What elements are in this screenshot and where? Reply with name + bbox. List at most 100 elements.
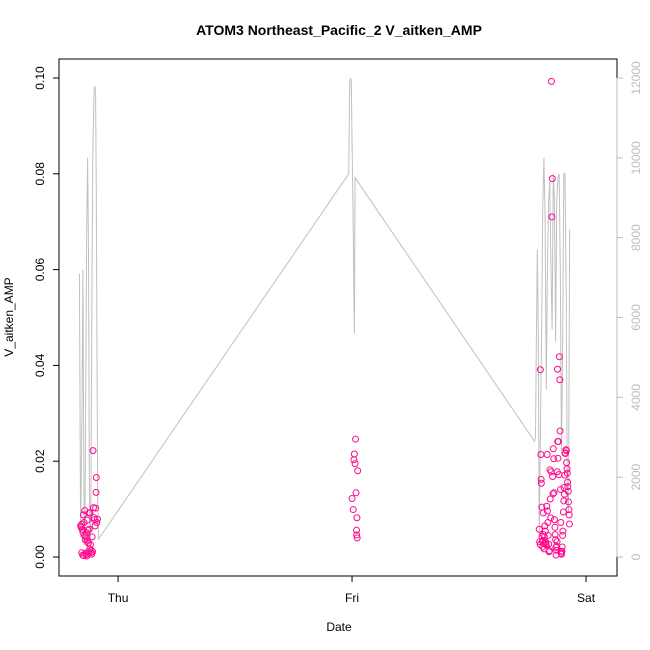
data-point — [89, 548, 97, 556]
x-axis: Thu Fri Sat — [108, 575, 596, 605]
data-point — [84, 526, 92, 534]
data-point — [83, 516, 91, 524]
data-point — [543, 502, 551, 510]
data-point — [88, 533, 96, 541]
right-axis-line-series — [78, 77, 571, 546]
data-point — [563, 469, 571, 477]
data-point — [352, 435, 360, 443]
data-point — [559, 527, 567, 535]
data-point — [547, 77, 555, 85]
data-point — [349, 506, 357, 514]
y-right-tick-label: 0 — [629, 553, 643, 560]
data-point — [353, 534, 361, 542]
data-point — [555, 353, 563, 361]
series-line — [78, 77, 571, 546]
x-axis-title: Date — [326, 620, 352, 634]
data-point — [560, 484, 568, 492]
data-point — [354, 467, 362, 475]
data-point — [553, 365, 561, 373]
y-axis-left: 0.00 0.02 0.04 0.06 0.08 0.10 — [33, 66, 60, 569]
data-point — [546, 547, 554, 555]
y-left-tick-label: 0.06 — [33, 258, 47, 282]
data-point — [557, 519, 565, 527]
data-point — [550, 489, 558, 497]
data-point — [85, 525, 93, 533]
data-point — [539, 509, 547, 517]
data-point — [535, 525, 543, 533]
data-point — [92, 488, 100, 496]
y-left-tick-label: 0.10 — [33, 66, 47, 90]
y-right-tick-label: 12000 — [629, 61, 643, 95]
y-left-tick-label: 0.02 — [33, 449, 47, 473]
data-point — [564, 487, 572, 495]
data-point — [550, 516, 558, 524]
x-tick-label: Fri — [345, 591, 359, 605]
data-point — [551, 530, 559, 538]
data-point — [563, 465, 571, 473]
data-point — [537, 479, 545, 487]
scatter-points — [77, 77, 573, 560]
y-axis-right: 0 2000 4000 6000 8000 10000 12000 — [616, 61, 643, 560]
data-point — [565, 506, 573, 514]
x-tick-label: Sat — [577, 591, 596, 605]
data-point — [93, 519, 101, 527]
data-point — [89, 447, 97, 455]
data-point — [556, 427, 564, 435]
data-point — [549, 490, 557, 498]
y-left-tick-label: 0.08 — [33, 162, 47, 186]
data-point — [350, 456, 358, 464]
data-point — [351, 460, 359, 468]
y-right-tick-label: 6000 — [629, 304, 643, 331]
data-point — [559, 508, 567, 516]
data-point — [562, 447, 570, 455]
data-point — [87, 546, 95, 554]
data-point — [545, 540, 553, 548]
data-point — [549, 473, 557, 481]
chart-title: ATOM3 Northeast_Pacific_2 V_aitken_AMP — [196, 22, 482, 38]
data-point — [350, 450, 358, 458]
data-point — [553, 538, 561, 546]
data-point — [564, 478, 572, 486]
data-point — [352, 489, 360, 497]
data-point — [348, 495, 356, 503]
x-tick-label: Thu — [108, 591, 129, 605]
data-point — [554, 454, 562, 462]
y-right-tick-label: 2000 — [629, 463, 643, 490]
data-point — [556, 376, 564, 384]
data-point — [353, 514, 361, 522]
data-point — [86, 509, 94, 517]
data-point — [550, 455, 558, 463]
data-point — [537, 475, 545, 483]
data-point — [93, 515, 101, 523]
data-point — [91, 522, 99, 530]
data-point — [565, 520, 573, 528]
data-point — [544, 531, 552, 539]
data-point — [543, 450, 551, 458]
data-point — [557, 550, 565, 558]
data-point — [565, 511, 573, 519]
data-point — [551, 523, 559, 531]
data-point — [353, 531, 361, 539]
data-point — [564, 498, 572, 506]
data-point — [564, 483, 572, 491]
data-point — [548, 175, 556, 183]
y-right-tick-label: 4000 — [629, 384, 643, 411]
y-left-tick-label: 0.00 — [33, 545, 47, 569]
data-point — [92, 504, 100, 512]
data-point — [547, 514, 555, 522]
data-point — [352, 526, 360, 534]
data-point — [558, 543, 566, 551]
data-point — [543, 507, 551, 515]
plot-frame — [58, 58, 618, 577]
data-point — [559, 531, 567, 539]
data-point — [548, 213, 556, 221]
data-point — [553, 542, 561, 550]
data-point — [558, 547, 566, 555]
data-point — [549, 445, 557, 453]
y-left-tick-label: 0.04 — [33, 353, 47, 377]
data-point — [546, 495, 554, 503]
y-right-tick-label: 10000 — [629, 141, 643, 175]
y-right-tick-label: 8000 — [629, 224, 643, 251]
data-point — [552, 536, 560, 544]
